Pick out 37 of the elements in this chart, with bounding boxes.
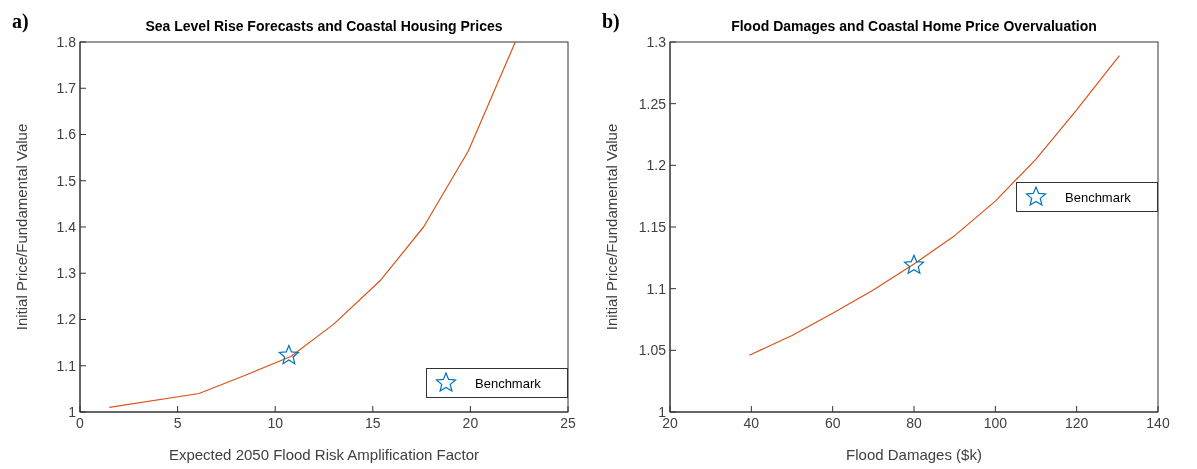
y-tick-label: 1.05 [638, 342, 667, 359]
y-tick-label: 1 [68, 403, 77, 420]
y-tick-label: 1.7 [56, 80, 77, 97]
x-tick-label: 60 [824, 414, 841, 431]
y-axis-title: Initial Price/Fundamental Value [13, 123, 31, 331]
x-tick-label: 10 [267, 414, 284, 431]
x-axis-title: Flood Damages ($k) [846, 446, 982, 463]
y-tick-label: 1.8 [56, 33, 77, 50]
y-tick-label: 1.25 [638, 95, 667, 112]
text: b) [602, 10, 620, 33]
x-tick-label: 120 [1064, 414, 1089, 431]
y-tick-label: 1.6 [56, 126, 77, 143]
y-tick-label: 1.4 [56, 218, 77, 235]
x-tick-label: 100 [983, 414, 1008, 431]
y-tick-label: 1.2 [646, 157, 667, 174]
y-tick-label: 1.3 [56, 265, 77, 282]
chart-title: Flood Damages and Coastal Home Price Overvaluation [730, 18, 1098, 34]
y-tick-label: 1.1 [646, 280, 667, 297]
x-tick-label: 25 [560, 414, 576, 431]
y-tick-label: 1.15 [638, 218, 667, 235]
y-tick-label: 1.5 [56, 172, 77, 189]
chart-title: Sea Level Rise Forecasts and Coastal Housing Prices [144, 18, 504, 34]
y-tick-label: 1.3 [646, 33, 667, 50]
x-tick-label: 20 [462, 414, 479, 431]
x-tick-label: 40 [743, 414, 760, 431]
y-tick-label: 1.2 [56, 311, 77, 328]
x-axis-title: Expected 2050 Flood Risk Amplification Factor [168, 446, 480, 463]
y-tick-label: 1.1 [56, 357, 77, 374]
x-tick-label: 140 [1146, 414, 1170, 431]
x-tick-label: 0 [76, 414, 85, 431]
text: a) [12, 10, 29, 33]
x-tick-label: 15 [365, 414, 381, 431]
legend-label: Benchmark [1065, 189, 1131, 205]
y-axis-title: Initial Price/Fundamental Value [603, 123, 621, 331]
x-tick-label: 80 [906, 414, 922, 431]
x-tick-label: 5 [173, 414, 182, 431]
legend-label: Benchmark [475, 375, 541, 391]
